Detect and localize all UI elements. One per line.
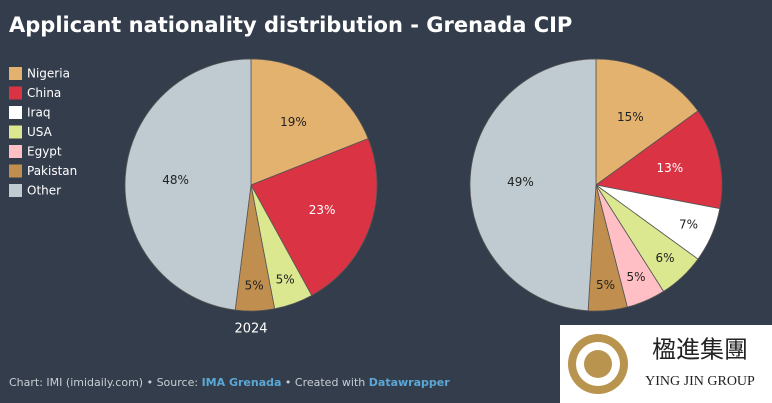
tool-link[interactable]: Datawrapper bbox=[368, 376, 450, 389]
legend-swatch bbox=[9, 145, 22, 158]
pie-slice bbox=[595, 58, 699, 186]
legend-swatch bbox=[9, 86, 22, 100]
pie-slice bbox=[469, 58, 597, 312]
pie-slice bbox=[124, 58, 252, 311]
logo: 楹進集團 YING JIN GROUP bbox=[560, 325, 772, 403]
value-label: 23% bbox=[309, 203, 336, 217]
logo-name: 楹進集團 bbox=[652, 337, 748, 364]
value-label: 15% bbox=[617, 110, 644, 124]
value-label: 5% bbox=[276, 272, 295, 286]
legend-label: China bbox=[27, 86, 61, 100]
legend-swatch bbox=[9, 164, 22, 178]
logo-english: YING JIN GROUP bbox=[645, 374, 755, 389]
pie-slice bbox=[595, 110, 723, 210]
value-label: 5% bbox=[627, 270, 646, 284]
pie-slice bbox=[250, 138, 378, 296]
legend-label: USA bbox=[27, 125, 53, 139]
value-label: 48% bbox=[162, 173, 189, 187]
logo-graphic: 楹進集團 YING JIN GROUP bbox=[568, 334, 755, 394]
value-label: 49% bbox=[507, 175, 534, 189]
legend-swatch bbox=[9, 125, 22, 139]
legend-label: Nigeria bbox=[27, 67, 70, 81]
value-label: 7% bbox=[679, 218, 698, 232]
legend-swatch bbox=[9, 184, 22, 197]
value-label: 5% bbox=[245, 278, 264, 292]
pie-slice bbox=[250, 58, 369, 186]
legend-label: Egypt bbox=[27, 145, 62, 159]
legend-swatch bbox=[9, 67, 22, 80]
pie-label: 2024 bbox=[234, 322, 267, 337]
legend-swatch bbox=[9, 106, 22, 119]
legend-label: Other bbox=[27, 184, 61, 198]
legend-label: Iraq bbox=[27, 106, 50, 120]
chart-title: Applicant nationality distribution - Gre… bbox=[9, 13, 572, 37]
value-label: 19% bbox=[280, 115, 307, 129]
logo-emblem bbox=[584, 350, 612, 378]
pies: 19% 23% 5% 5% 48% 2024 15% 13% 7% 6% 5% 5% 49% bbox=[124, 58, 723, 337]
legend: Nigeria China Iraq USA Egypt Pakistan Other bbox=[9, 67, 77, 198]
value-label: 6% bbox=[655, 251, 674, 265]
legend-label: Pakistan bbox=[27, 164, 77, 178]
value-label: 13% bbox=[656, 161, 683, 175]
footer-text: Chart: IMI (imidaily.com) • Source: bbox=[9, 376, 202, 389]
source-link[interactable]: IMA Grenada bbox=[201, 376, 282, 389]
value-label: 5% bbox=[596, 278, 615, 292]
footer-text: • Created with bbox=[281, 376, 369, 389]
footer: Chart: IMI (imidaily.com) • Source: IMA … bbox=[9, 376, 450, 389]
